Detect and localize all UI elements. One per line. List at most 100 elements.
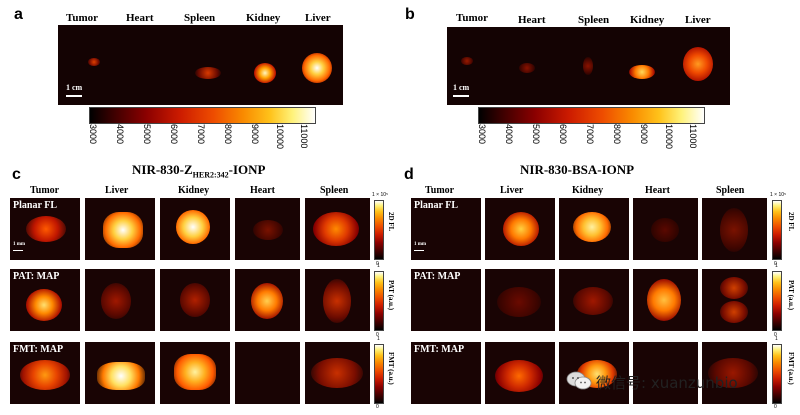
panel-a-tumor-signal (88, 58, 100, 66)
panel-b-heart-signal (519, 63, 535, 73)
panel-c-row-label-fmt: FMT: MAP (13, 344, 64, 355)
panel-d-row3-colorbar (772, 344, 782, 404)
panel-b-colorbar (478, 107, 705, 124)
signal (26, 216, 66, 242)
signal (251, 283, 283, 319)
panel-d-col-spleen: Spleen (716, 185, 745, 196)
signal (180, 283, 210, 317)
panel-b-liver-signal (683, 47, 713, 81)
panel-d-fmt-tumor: FMT: MAP (411, 342, 481, 404)
panel-c-title-tail: -IONP (228, 162, 266, 177)
tick: 5000 (142, 124, 152, 145)
panel-d-row-label-fmt: FMT: MAP (414, 344, 465, 355)
panel-c-pat-kidney (160, 269, 230, 331)
tick: 7000 (196, 124, 206, 145)
tick: 10000 (664, 124, 674, 150)
panel-c-scalebar (13, 250, 23, 251)
panel-b-organ-tumor: Tumor (456, 12, 488, 24)
tick: 8000 (223, 124, 233, 145)
panel-c-planar-spleen (305, 198, 370, 260)
signal (573, 287, 613, 315)
panel-c-col-tumor: Tumor (30, 185, 60, 196)
panel-c-pat-spleen (305, 269, 370, 331)
tick: 4000 (115, 124, 125, 145)
panel-b-scalebar (453, 95, 469, 97)
panel-c-fmt-spleen (305, 342, 370, 404)
panel-c-title-main: NIR-830-Z (132, 162, 193, 177)
panel-d-row1-bar-top: 1 × 10⁵ (770, 192, 787, 198)
panel-c-col-spleen: Spleen (320, 185, 349, 196)
panel-c-col-liver: Liver (105, 185, 129, 196)
panel-d-row1-bar-side: 2D FL (787, 212, 795, 232)
panel-c-row3-bar-bottom: 0 (376, 404, 379, 410)
panel-c-fmt-tumor: FMT: MAP (10, 342, 80, 404)
panel-d-scalebar (414, 250, 424, 251)
tick: 4000 (504, 124, 514, 145)
panel-d-row1-bar-bottom: 0 (774, 261, 777, 267)
panel-d-title: NIR-830-BSA-IONP (520, 162, 635, 177)
panel-c-fmt-kidney (160, 342, 230, 404)
panel-d-fmt-spleen (702, 342, 767, 404)
panel-c-row2-colorbar (374, 271, 384, 331)
panel-a-colorbar-ticks: 3000 4000 5000 6000 7000 8000 9000 10000… (88, 124, 314, 154)
panel-b-image-strip: 1 cm (447, 27, 730, 105)
tick: 7000 (585, 124, 595, 145)
signal (26, 289, 62, 321)
panel-d-pat-tumor: PAT: MAP (411, 269, 481, 331)
panel-d-fmt-liver (485, 342, 555, 404)
signal (20, 360, 70, 390)
panel-a-spleen-signal (195, 67, 221, 79)
tick: 5000 (531, 124, 541, 145)
panel-d-pat-kidney (559, 269, 629, 331)
panel-letter-c: c (12, 166, 21, 183)
signal (708, 358, 758, 388)
panel-c-planar-tumor: Planar FL 1 mm (10, 198, 80, 260)
tick: 6000 (169, 124, 179, 145)
signal (720, 208, 748, 252)
panel-d-scalebar-label: 1 mm (414, 242, 427, 247)
panel-d-col-heart: Heart (645, 185, 670, 196)
panel-b-organ-liver: Liver (685, 14, 711, 26)
panel-d-pat-spleen (702, 269, 767, 331)
panel-c-scalebar-label: 1 mm (13, 242, 26, 247)
tick: 8000 (612, 124, 622, 145)
panel-a-kidney-signal (254, 63, 276, 83)
signal (323, 279, 351, 323)
panel-a-organ-liver: Liver (305, 12, 331, 24)
panel-letter-b: b (405, 6, 415, 23)
panel-d-row3-bar-side: FMT (a.u.) (787, 352, 795, 385)
panel-b-kidney-signal (629, 65, 655, 79)
panel-d-row-label-pat: PAT: MAP (414, 271, 461, 282)
panel-d-pat-liver (485, 269, 555, 331)
signal (503, 212, 539, 246)
panel-d-row2-bar-bottom: 0 (774, 332, 777, 338)
panel-d-col-tumor: Tumor (425, 185, 455, 196)
panel-a-organ-heart: Heart (126, 12, 154, 24)
panel-d-col-liver: Liver (500, 185, 524, 196)
panel-d-row-label-planar: Planar FL (414, 200, 458, 211)
signal (495, 360, 543, 392)
panel-c-title-sub: HER2:342 (192, 170, 229, 180)
panel-b-spleen-signal (583, 57, 593, 75)
panel-a-scalebar-label: 1 cm (66, 83, 83, 92)
tick: 11000 (299, 124, 309, 149)
panel-d-planar-heart (633, 198, 698, 260)
tick: 3000 (88, 124, 98, 145)
panel-a-organ-kidney: Kidney (246, 12, 281, 24)
panel-b-organ-kidney: Kidney (630, 14, 665, 26)
tick: 3000 (477, 124, 487, 145)
panel-d-planar-tumor: Planar FL 1 mm (411, 198, 481, 260)
panel-a-liver-signal (302, 53, 332, 83)
panel-d-row2-bar-side: PAT (a.u.) (787, 280, 795, 311)
panel-c-row3-bar-side: FMT (a.u.) (387, 352, 395, 385)
tick: 10000 (275, 124, 285, 150)
panel-letter-a: a (14, 6, 23, 23)
panel-d-row2-colorbar (772, 271, 782, 331)
panel-c-row-label-planar: Planar FL (13, 200, 57, 211)
panel-a-image-strip: 1 cm (58, 25, 343, 105)
panel-c-planar-heart (235, 198, 300, 260)
signal (313, 212, 359, 246)
panel-c-row-label-pat: PAT: MAP (13, 271, 60, 282)
panel-c-pat-tumor: PAT: MAP (10, 269, 80, 331)
panel-c-title: NIR-830-ZHER2:342-IONP (132, 162, 266, 180)
